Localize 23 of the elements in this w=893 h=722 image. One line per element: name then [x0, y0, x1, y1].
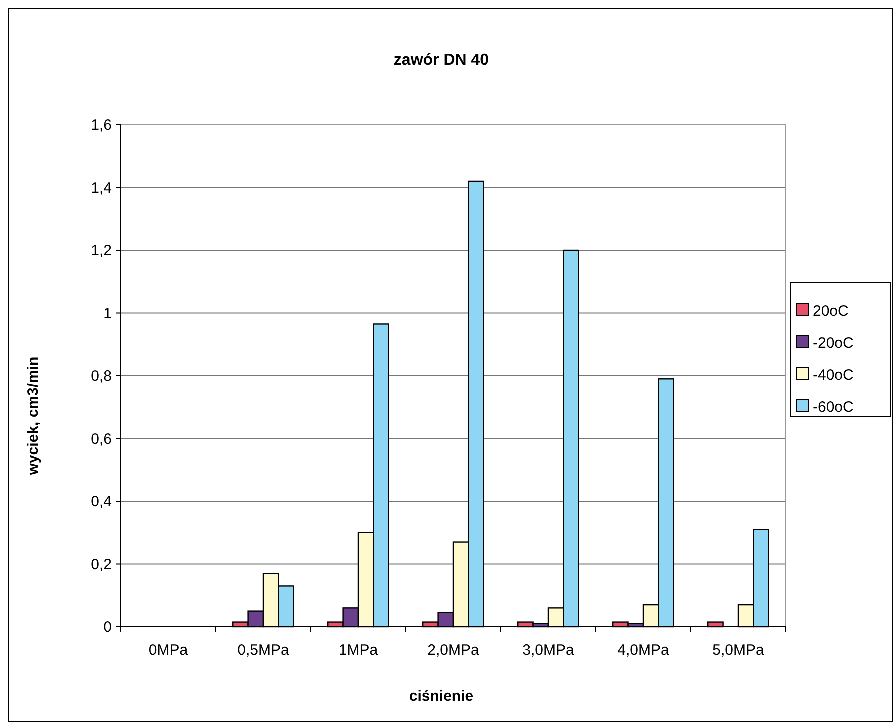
x-tick-label: 0,5MPa: [238, 642, 290, 659]
legend-label: -40oC: [813, 367, 854, 384]
legend-label: 20oC: [813, 303, 850, 320]
x-tick-label: 1MPa: [338, 642, 379, 659]
y-tick-label: 1,4: [91, 180, 112, 197]
x-tick-label: 2,0MPa: [428, 642, 480, 659]
y-tick-label: 1,6: [91, 117, 112, 134]
x-tick-label: 5,0MPa: [712, 642, 765, 659]
x-tick-label: 4,0MPa: [618, 642, 670, 659]
y-axis-title: wyciek, cm3/min: [25, 356, 42, 476]
y-tick-label: 0,4: [91, 494, 112, 510]
y-tick-label: 0,2: [91, 556, 112, 574]
y-tick-label: 0,8: [91, 368, 112, 385]
legend-label: -20oC: [813, 335, 854, 352]
chart-title: zawór DN 40: [394, 52, 490, 69]
y-tick-label: 0,6: [91, 430, 112, 448]
y-tick-label: 0: [104, 619, 112, 636]
y-tick-label: 1: [104, 305, 112, 322]
x-axis-title: ciśnienie: [409, 688, 474, 705]
x-tick-label: 0MPa: [148, 642, 189, 659]
y-tick-label: 1,2: [91, 242, 112, 260]
legend-label: -60oC: [813, 399, 854, 416]
x-tick-label: 3,0MPa: [522, 642, 575, 659]
